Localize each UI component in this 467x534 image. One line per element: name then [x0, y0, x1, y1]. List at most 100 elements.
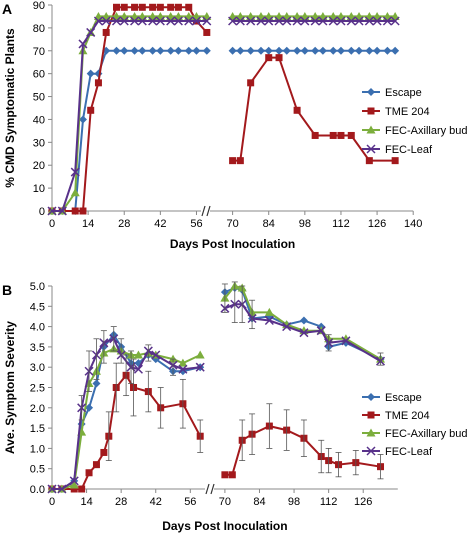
panelA-data-point: [347, 131, 355, 139]
panelB-legend-label-fec-axillary-bud: FEC-Axillary bud: [385, 428, 467, 440]
panelA-data-point: [156, 3, 164, 11]
panelA-data-point: [365, 157, 373, 165]
panelA-data-point: [79, 207, 87, 215]
panelA-data-point: [113, 3, 120, 11]
panelA-data-point: [246, 16, 256, 26]
panelB-axis-break-mark: [210, 483, 215, 495]
panelB-x-tick-label: 112: [320, 496, 338, 508]
panelA-data-point: [300, 46, 309, 55]
panelB-legend-marker: [367, 393, 375, 401]
panelA-data-point-stroke: [57, 206, 67, 216]
panelB-x-tick-label: 56: [184, 496, 196, 508]
panelA-legend-marker: [367, 88, 375, 96]
panelA-data-point: [185, 3, 193, 11]
panelB-data-point-stroke: [264, 315, 274, 326]
panelA-data-point: [337, 131, 345, 139]
panelA-legend-label-escape: Escape: [385, 87, 422, 99]
panelB-data-point: [299, 328, 309, 338]
panelA-y-tick-label: 70: [33, 46, 45, 58]
panelA-data-point-stroke: [310, 16, 320, 26]
panelB-data-point: [228, 471, 236, 479]
panelA-data-point: [292, 16, 302, 26]
panelA-data-point: [336, 16, 346, 26]
panelB-data-point-stroke: [195, 362, 205, 372]
panelA-data-point: [101, 16, 111, 26]
panelA-data-point: [364, 16, 374, 26]
panelA-data-point: [228, 46, 237, 55]
panelA-data-point: [311, 46, 320, 55]
panelA-data-point: [112, 46, 121, 55]
panelB-data-point: [299, 316, 308, 325]
panelA-data-point: [391, 157, 399, 165]
panelA-data-point: [372, 16, 382, 26]
panelA-data-point: [138, 3, 146, 11]
panelB-data-point: [264, 315, 274, 326]
panelA-y-tick-label: 60: [33, 69, 45, 81]
panelA-data-point: [156, 46, 165, 55]
panelB-data-point: [264, 307, 274, 316]
panelA-data-point: [365, 46, 374, 55]
panelA-data-point: [229, 157, 237, 165]
panelB-data-point-stroke: [282, 322, 292, 332]
panelA-data-point: [256, 46, 265, 55]
panelB-x-axis-label: Days Post Inoculation: [162, 519, 287, 533]
panelA-data-point-stroke: [166, 16, 176, 26]
panelA-data-point: [274, 16, 284, 26]
panelA-data-point: [191, 16, 202, 26]
panelA-x-tick-label: 126: [368, 218, 386, 230]
panelB-data-point: [100, 448, 108, 456]
panelA-legend-label-tme-204: TME 204: [385, 106, 430, 118]
panelA-data-point-stroke: [184, 16, 194, 26]
panelA-data-point: [174, 3, 182, 11]
panelA-data-point-stroke: [47, 206, 57, 216]
panelB-x-tick-label: 126: [354, 496, 372, 508]
panelA-data-point: [293, 106, 301, 114]
panelA-data-point: [328, 16, 338, 26]
panelB-data-point: [151, 350, 161, 360]
panelA-data-point: [373, 46, 382, 55]
panelA-data-point: [311, 131, 319, 139]
panelB-y-tick-label: 1.5: [30, 423, 45, 435]
panelB-data-point: [85, 469, 93, 477]
panelA-data-point-stroke: [148, 16, 158, 26]
panelA-data-point-stroke: [300, 16, 310, 26]
panelB-y-tick-label: 4.5: [30, 301, 45, 313]
panelA-data-point-stroke: [364, 16, 374, 26]
panelB-panel-label: B: [2, 282, 12, 298]
panelB-data-point-stroke: [47, 484, 57, 494]
panelA-data-point: [86, 27, 96, 37]
panelA-data-point-stroke: [191, 16, 202, 26]
panelA-series-line: [52, 20, 207, 212]
panelA-legend-marker: [366, 125, 376, 134]
panelB-data-point: [57, 484, 67, 494]
panelA-data-point: [166, 16, 176, 26]
panelB-series-line: [52, 347, 201, 490]
panelB-data-point: [195, 362, 205, 372]
panelB-data-point: [92, 379, 101, 388]
panelB-data-point: [47, 484, 57, 494]
panelB-data-point-stroke: [133, 364, 143, 374]
panelB-data-point: [69, 476, 79, 486]
panelA-data-point: [318, 16, 328, 26]
panelB-data-point-stroke: [178, 364, 188, 374]
panelA-data-point-stroke: [101, 16, 111, 26]
panelB-data-point-stroke: [341, 336, 351, 346]
panelA-data-point: [57, 206, 67, 216]
panelB-data-point-stroke: [299, 328, 309, 338]
panelA-x-tick-label: 98: [299, 218, 311, 230]
panelA-data-point: [120, 3, 128, 11]
panelA-data-point-stroke: [119, 16, 129, 26]
panelA-data-point: [336, 46, 345, 55]
panelA-data-point: [86, 69, 95, 78]
panelA-axis-break-mark: [206, 205, 211, 217]
panelB-data-point-stroke: [57, 484, 67, 494]
panelB-legend-marker: [367, 411, 375, 419]
panelA-x-axis-label: Days Post Inoculation: [170, 237, 295, 251]
panelB-x-tick-label: 14: [80, 496, 92, 508]
panelA-data-point: [265, 54, 273, 62]
panelA-data-point: [120, 46, 129, 55]
panelA-data-point: [137, 16, 147, 26]
panelA-y-tick-label: 0: [39, 206, 45, 218]
panelA-data-point: [282, 16, 292, 26]
